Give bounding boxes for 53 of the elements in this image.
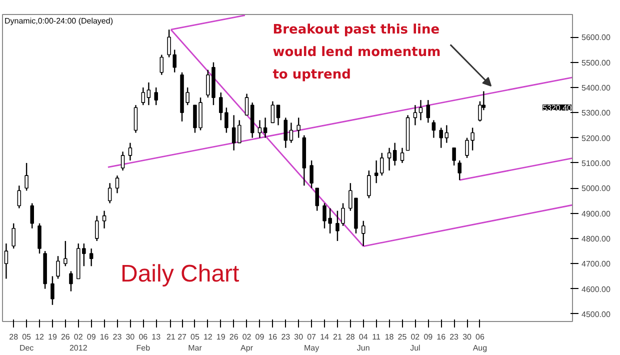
- chart-subtitle: Dynamic,0:00-24:00 (Delayed): [4, 16, 114, 26]
- x-tick-label: 30: [126, 332, 136, 342]
- x-tick-label: 19: [216, 332, 226, 342]
- x-tick-label: 14: [320, 332, 330, 342]
- y-tick-label: 4700.00: [582, 260, 611, 269]
- y-tick-label: 5200.00: [582, 134, 611, 143]
- x-tick-label: 16: [268, 332, 278, 342]
- x-tick-label: 12: [35, 332, 45, 342]
- annotation: Breakout past this line would lend momentum to uptrend: [272, 22, 441, 82]
- x-tick-label: 16: [436, 332, 446, 342]
- x-tick-label: 28: [346, 332, 356, 342]
- x-tick-label: 21: [333, 332, 342, 342]
- x-tick-label: 09: [255, 332, 265, 342]
- x-tick-label: 06 Feb: [136, 332, 151, 352]
- x-tick-label: 30: [462, 332, 472, 342]
- x-tick-label: 23: [281, 332, 291, 342]
- x-tick-label: 07 May: [304, 332, 320, 352]
- y-tick-label: 5500.00: [582, 58, 611, 68]
- x-tick-label: 04 Jun: [356, 332, 370, 352]
- x-tick-label: 02 Apr: [240, 332, 254, 352]
- annotation: 5320.40: [542, 104, 572, 113]
- y-tick-label: 4900.00: [582, 209, 611, 218]
- y-tick-label: 4600.00: [582, 284, 611, 294]
- x-tick-label: 30: [294, 332, 304, 342]
- y-tick-label: 5600.00: [582, 33, 611, 42]
- annotation: Daily Chart: [120, 260, 240, 288]
- x-tick-label: 21: [166, 332, 176, 342]
- x-tick-label: 28: [9, 332, 19, 342]
- x-tick-label: 23: [112, 332, 122, 342]
- x-tick-label: 02 Jul: [410, 332, 421, 352]
- x-tick-label: 09: [86, 332, 96, 342]
- y-tick-label: 5100.00: [582, 158, 611, 168]
- x-tick-label: 05 Dec: [19, 332, 34, 352]
- x-tick-label: 18: [384, 332, 394, 342]
- x-tick-label: 11: [372, 332, 382, 342]
- x-tick-label: 06 Aug: [472, 332, 488, 352]
- x-tick-label: 26: [60, 332, 70, 342]
- x-tick-label: 12: [203, 332, 213, 342]
- x-tick-label: 16: [100, 332, 110, 342]
- y-tick-label: 4800.00: [582, 234, 611, 244]
- x-tick-label: 27: [178, 332, 188, 342]
- x-tick-label: 26: [229, 332, 239, 342]
- x-tick-label: 13: [152, 332, 162, 342]
- x-tick-label: 19: [48, 332, 58, 342]
- x-tick-label: 23: [450, 332, 460, 342]
- x-tick-label: 05 Mar: [188, 332, 202, 352]
- y-tick-label: 4500.00: [582, 310, 611, 319]
- y-tick-label: 5300.00: [582, 108, 611, 118]
- x-tick-label: 09: [424, 332, 434, 342]
- y-tick-label: 5400.00: [582, 83, 611, 92]
- x-tick-label: 25: [398, 332, 408, 342]
- y-tick-label: 5000.00: [582, 184, 611, 194]
- x-tick-label: 02 2012: [69, 332, 88, 352]
